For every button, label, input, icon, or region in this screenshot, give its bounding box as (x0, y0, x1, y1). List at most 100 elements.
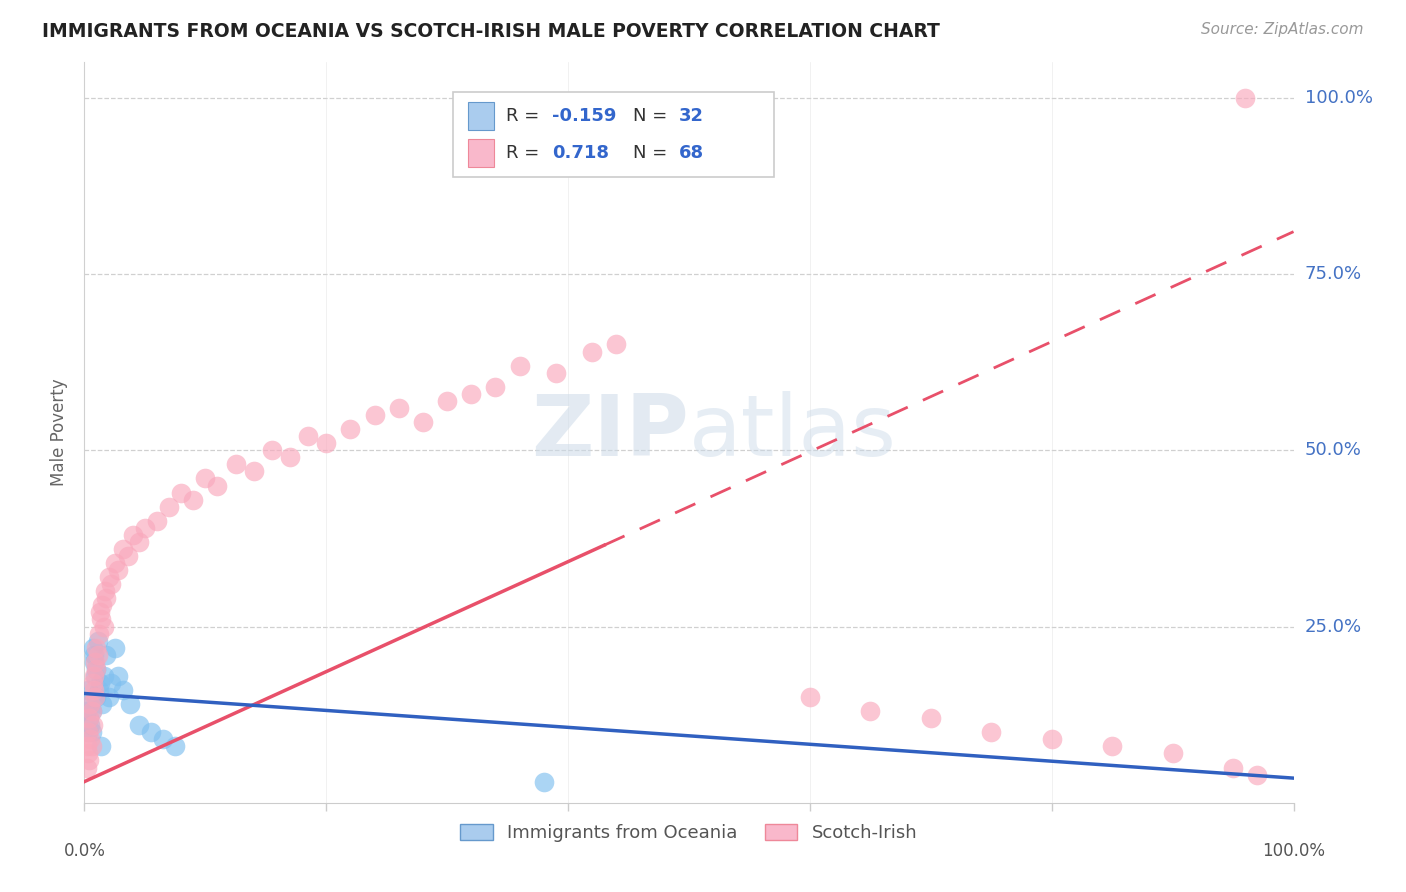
Point (225, 458, 247, 472)
Point (86, 662, 108, 676)
Text: N =: N = (633, 107, 673, 125)
Point (76, 760, 98, 774)
Point (460, 387, 482, 401)
Point (80, 704, 103, 718)
Point (94, 584, 117, 599)
Point (100, 577, 122, 591)
Point (83, 648, 105, 662)
Point (412, 415, 434, 429)
Text: 25.0%: 25.0% (1305, 617, 1362, 635)
Point (152, 732, 174, 747)
Point (97, 690, 120, 704)
Point (260, 443, 283, 458)
Point (315, 436, 337, 450)
Point (107, 669, 129, 683)
Point (121, 528, 143, 542)
Point (100, 676, 122, 690)
Point (86, 648, 108, 662)
Text: -0.159: -0.159 (553, 107, 617, 125)
Point (1234, 91, 1257, 105)
Text: R =: R = (506, 145, 546, 162)
Point (165, 739, 187, 754)
Point (77, 754, 100, 768)
FancyBboxPatch shape (468, 102, 495, 130)
FancyBboxPatch shape (453, 92, 773, 178)
Y-axis label: Male Poverty: Male Poverty (51, 379, 69, 486)
Point (90, 612, 112, 626)
Point (388, 401, 411, 415)
Point (87, 626, 110, 640)
Point (86, 690, 108, 704)
Point (194, 471, 217, 485)
Point (170, 485, 193, 500)
Point (104, 556, 127, 570)
Point (87, 683, 110, 698)
Point (86, 662, 108, 676)
Point (83, 683, 105, 698)
Point (83, 655, 105, 669)
Text: 50.0%: 50.0% (1305, 442, 1361, 459)
Point (77, 747, 100, 761)
Point (93, 619, 115, 633)
Text: 100.0%: 100.0% (1263, 842, 1324, 860)
Text: 0.0%: 0.0% (63, 842, 105, 860)
Point (90, 739, 112, 754)
Point (112, 541, 135, 556)
Point (86, 633, 108, 648)
Text: Source: ZipAtlas.com: Source: ZipAtlas.com (1201, 22, 1364, 37)
Text: 32: 32 (679, 107, 704, 125)
Text: 75.0%: 75.0% (1305, 265, 1362, 283)
Point (128, 718, 150, 732)
Point (157, 500, 180, 514)
Text: atlas: atlas (689, 391, 897, 475)
Point (799, 690, 821, 704)
Point (484, 380, 506, 394)
Point (363, 408, 385, 422)
Point (920, 711, 942, 725)
Text: 68: 68 (679, 145, 704, 162)
Point (76, 704, 98, 718)
Point (120, 697, 142, 711)
Text: 100.0%: 100.0% (1305, 88, 1372, 107)
Point (146, 514, 169, 528)
Point (77, 683, 100, 698)
Point (82, 676, 104, 690)
Point (84, 690, 107, 704)
Point (859, 704, 882, 718)
Point (1161, 747, 1184, 761)
Point (128, 535, 150, 549)
Point (980, 725, 1002, 739)
Point (91, 599, 114, 613)
FancyBboxPatch shape (468, 139, 495, 168)
Point (77, 711, 100, 725)
Point (509, 359, 531, 373)
Point (89, 606, 111, 620)
Point (77, 725, 100, 739)
Point (1222, 760, 1244, 774)
Point (242, 464, 264, 478)
Text: 0.718: 0.718 (553, 145, 609, 162)
Point (605, 337, 627, 351)
Text: ZIP: ZIP (531, 391, 689, 475)
Point (533, 774, 555, 789)
Point (181, 492, 204, 507)
Point (117, 549, 139, 563)
Point (1101, 739, 1123, 754)
Point (1246, 767, 1268, 781)
Point (79, 718, 101, 732)
Point (91, 697, 114, 711)
Point (278, 450, 301, 465)
Point (80, 739, 103, 754)
Point (94, 591, 117, 606)
Point (83, 669, 105, 683)
Point (79, 697, 101, 711)
Point (76, 739, 98, 754)
Point (94, 648, 117, 662)
Point (97, 570, 120, 584)
Point (544, 366, 567, 380)
Point (436, 393, 458, 408)
Point (139, 725, 162, 739)
Point (1040, 732, 1063, 747)
Text: R =: R = (506, 107, 546, 125)
Point (77, 725, 100, 739)
